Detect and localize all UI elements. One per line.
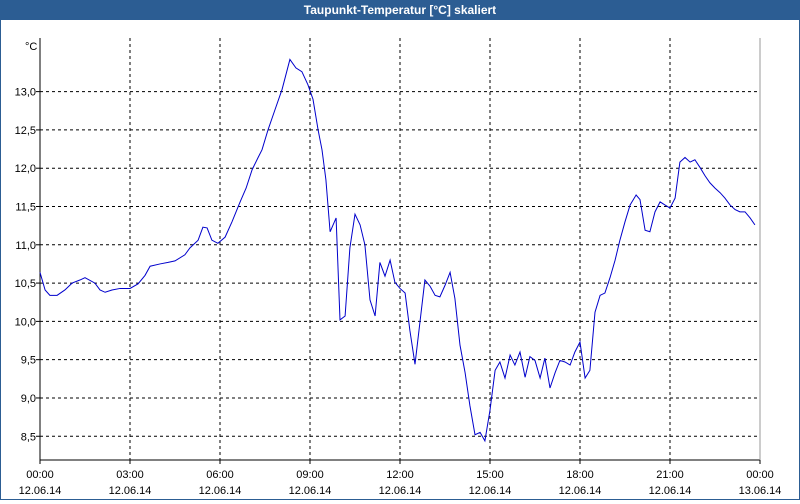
y-axis-label: °C [25, 41, 37, 53]
x-tick-date: 12.06.14 [199, 485, 242, 497]
x-tick-date: 12.06.14 [109, 485, 152, 497]
x-tick-date: 13.06.14 [739, 485, 782, 497]
x-tick-label: 06:00 [206, 469, 234, 481]
y-tick-label: 13,0 [15, 87, 36, 99]
y-tick-label: 11,0 [15, 240, 36, 252]
x-tick-label: 00:00 [746, 469, 774, 481]
y-tick-label: 10,0 [15, 316, 36, 328]
x-tick-date: 12.06.14 [19, 485, 62, 497]
x-tick-label: 03:00 [116, 469, 144, 481]
y-tick-label: 9,0 [21, 393, 36, 405]
x-tick-date: 12.06.14 [649, 485, 692, 497]
x-tick-label: 15:00 [476, 469, 504, 481]
chart: °C 8,5 9,0 9,5 10,0 10,5 11,0 11,5 12,0 12,5 13,0 0… [15, 38, 782, 497]
x-tick-label: 00:00 [26, 469, 54, 481]
data-line [39, 58, 756, 443]
x-tick-date: 12.06.14 [379, 485, 422, 497]
x-tick-label: 21:00 [656, 469, 684, 481]
x-tick-label: 18:00 [566, 469, 594, 481]
chart-title: Taupunkt-Temperatur [°C] skaliert [1, 1, 799, 20]
x-tick-date: 12.06.14 [289, 485, 332, 497]
y-tick-label: 11,5 [15, 201, 36, 213]
y-tick-label: 9,5 [21, 355, 36, 367]
x-tick-label: 12:00 [386, 469, 414, 481]
x-tick-date: 12.06.14 [469, 485, 512, 497]
x-tick-date: 12.06.14 [559, 485, 602, 497]
x-tick-label: 09:00 [296, 469, 324, 481]
y-tick-label: 8,5 [21, 431, 36, 443]
y-tick-label: 12,0 [15, 163, 36, 175]
y-tick-label: 10,5 [15, 278, 36, 290]
y-tick-label: 12,5 [15, 125, 36, 137]
